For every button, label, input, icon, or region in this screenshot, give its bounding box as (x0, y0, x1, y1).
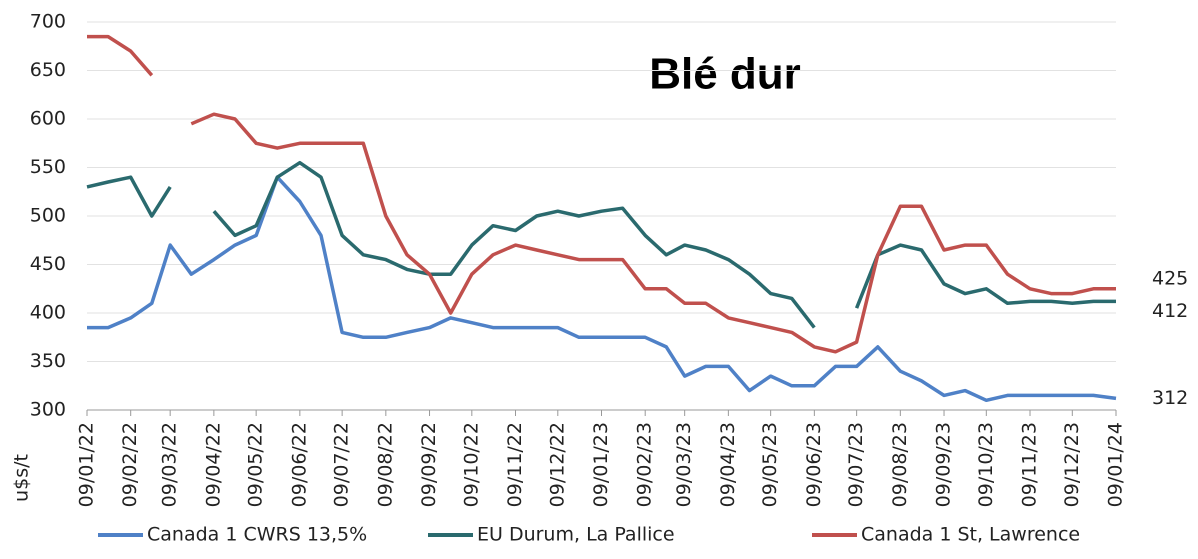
x-tick-label: 09/03/22 (159, 422, 181, 507)
x-tick-label: 09/02/22 (119, 422, 141, 507)
end-value-label: 312 (1152, 387, 1188, 409)
series-line (87, 175, 1117, 403)
series-line (87, 34, 1116, 354)
x-tick-label: 09/03/23 (673, 422, 695, 507)
x-tick-label: 09/12/23 (1061, 422, 1083, 507)
x-tick-label: 09/11/22 (504, 422, 526, 507)
x-tick-label: 09/06/22 (288, 422, 310, 507)
x-tick-label: 09/01/24 (1105, 422, 1127, 507)
legend-label: Canada 1 St, Lawrence (861, 524, 1080, 546)
y-tick-label: 550 (30, 156, 66, 178)
chart-title: Blé dur (649, 50, 801, 99)
x-tick-label: 09/07/23 (845, 422, 867, 507)
x-tick-label: 09/09/22 (418, 422, 440, 507)
x-tick-label: 09/04/23 (717, 422, 739, 507)
x-tick-label: 09/06/23 (803, 422, 825, 507)
x-tick-label: 09/08/22 (374, 422, 396, 507)
x-tick-label: 09/04/22 (202, 422, 224, 507)
x-tick-label: 09/10/22 (460, 422, 482, 507)
x-tick-label: 09/09/23 (933, 422, 955, 507)
legend-label: EU Durum, La Pallice (477, 524, 675, 546)
x-tick-label: 09/11/23 (1019, 422, 1041, 507)
series-line (86, 160, 1116, 329)
y-tick-label: 600 (30, 108, 66, 130)
end-value-label: 425 (1152, 267, 1188, 289)
legend-label: Canada 1 CWRS 13,5% (147, 524, 367, 546)
end-value-label: 412 (1152, 300, 1188, 322)
x-tick-label: 09/02/23 (634, 422, 656, 507)
y-tick-label: 300 (30, 399, 66, 421)
x-tick-label: 09/05/22 (245, 422, 267, 507)
y-tick-label: 350 (30, 350, 66, 372)
y-tick-label: 450 (30, 253, 66, 275)
x-tick-label: 09/05/23 (759, 422, 781, 507)
x-tick-label: 09/01/23 (590, 422, 612, 507)
x-tick-label: 09/07/22 (331, 422, 353, 507)
x-tick-label: 09/01/22 (76, 422, 98, 507)
y-tick-label: 400 (30, 302, 66, 324)
x-tick-label: 09/12/22 (546, 422, 568, 507)
y-axis-label: u$s/t (11, 454, 33, 502)
x-tick-label: 09/10/23 (975, 422, 997, 507)
y-tick-label: 650 (30, 59, 66, 81)
x-tick-label: 09/08/23 (889, 422, 911, 507)
y-tick-label: 500 (30, 205, 66, 227)
y-tick-label: 700 (30, 11, 66, 33)
